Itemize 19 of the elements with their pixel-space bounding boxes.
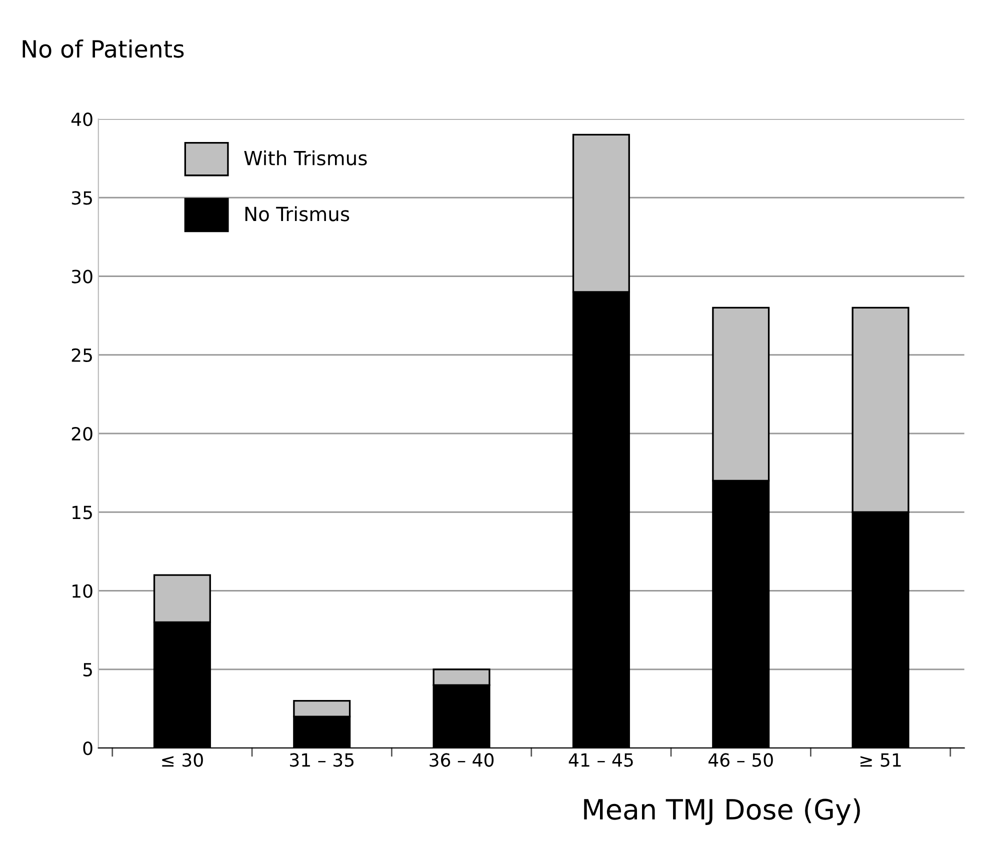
x-tick-label: ≤ 30 (162, 753, 203, 767)
y-tick-label: 20 (72, 426, 92, 441)
y-tick-label: 5 (83, 663, 92, 676)
y-tick-label: 15 (72, 506, 92, 520)
y-tick-label: 35 (72, 191, 92, 205)
x-axis-title: Mean TMJ Dose (Gy) (584, 798, 860, 826)
x-tick-label: 31 – 35 (290, 753, 354, 767)
legend-label: With Trismus (244, 150, 367, 166)
x-tick-label: 36 – 40 (430, 753, 494, 767)
x-tick-label: 41 – 45 (568, 753, 633, 767)
y-tick-label: 30 (72, 270, 92, 284)
y-axis-title: No of Patients (22, 40, 184, 58)
x-tick-label: 46 – 50 (708, 753, 773, 767)
x-tick-label: ≥ 51 (860, 753, 901, 767)
y-tick-label: 25 (72, 348, 92, 362)
y-tick-label: 0 (83, 741, 92, 756)
legend-label: No Trismus (245, 206, 350, 222)
y-tick-label: 10 (72, 584, 92, 598)
y-tick-label: 40 (71, 112, 92, 126)
